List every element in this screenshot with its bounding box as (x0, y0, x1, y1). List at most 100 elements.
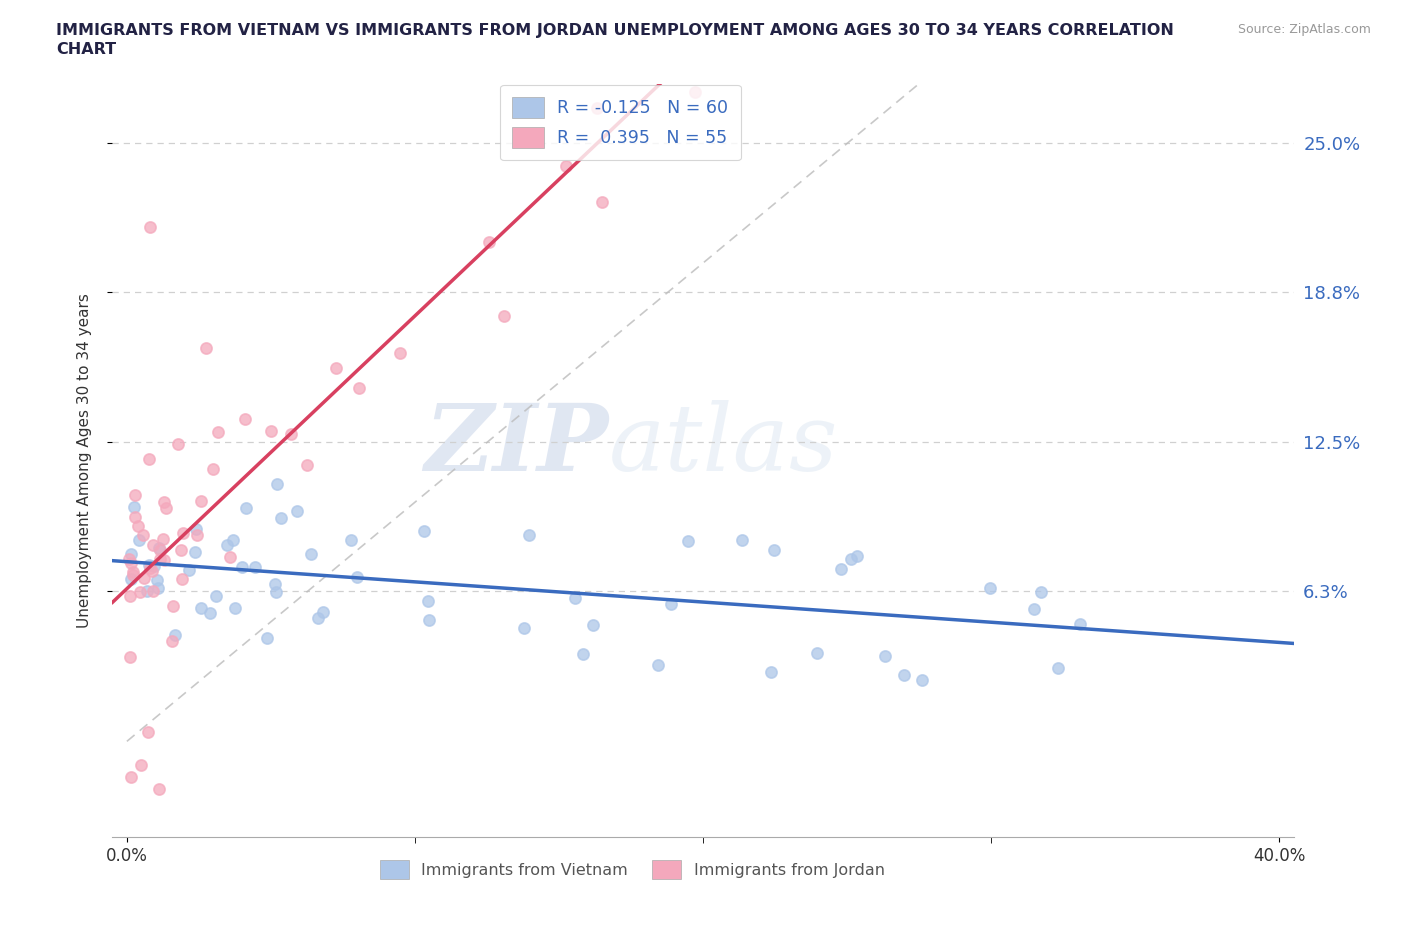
Point (911, 672, 934, 687)
Point (138, 452, 160, 467)
Point (190, 601, 212, 616)
Point (582, 618, 605, 632)
Point (138, 557, 160, 572)
Text: atlas: atlas (609, 400, 838, 490)
Point (136, 724, 159, 739)
Point (235, 411, 257, 426)
Point (148, 782, 170, 797)
Y-axis label: Unemployment Among Ages 30 to 34 years: Unemployment Among Ages 30 to 34 years (77, 293, 91, 628)
Point (873, 649, 896, 664)
Point (160, 633, 183, 648)
Text: IMMIGRANTS FROM VIETNAM VS IMMIGRANTS FROM JORDAN UNEMPLOYMENT AMONG AGES 30 TO : IMMIGRANTS FROM VIETNAM VS IMMIGRANTS FR… (56, 23, 1174, 38)
Point (145, 573, 167, 588)
Point (346, 569, 368, 584)
Point (118, 551, 141, 566)
Point (1029, 585, 1052, 600)
Point (163, 627, 186, 642)
Point (148, 551, 170, 566)
Point (179, 562, 201, 577)
Point (148, 580, 170, 595)
Point (413, 524, 436, 538)
Point (201, 461, 224, 476)
Point (243, 559, 266, 574)
Point (389, 345, 412, 360)
Point (564, 591, 586, 605)
Point (121, 565, 143, 579)
Point (517, 528, 540, 543)
Point (492, 309, 515, 324)
Point (129, 758, 152, 773)
Point (194, 341, 217, 356)
Point (127, 519, 149, 534)
Point (167, 437, 190, 452)
Point (120, 589, 142, 604)
Point (162, 599, 184, 614)
Point (198, 606, 221, 621)
Point (120, 571, 142, 586)
Text: CHART: CHART (56, 42, 117, 57)
Point (418, 594, 440, 609)
Point (759, 665, 782, 680)
Point (731, 533, 754, 548)
Point (270, 511, 292, 525)
Point (149, 542, 172, 557)
Point (845, 549, 868, 564)
Point (129, 585, 152, 600)
Point (256, 631, 278, 645)
Point (591, 194, 613, 209)
Point (287, 504, 309, 519)
Point (555, 159, 578, 174)
Point (120, 555, 142, 570)
Text: Source: ZipAtlas.com: Source: ZipAtlas.com (1237, 23, 1371, 36)
Point (128, 532, 150, 547)
Point (683, 85, 706, 100)
Point (122, 499, 145, 514)
Point (155, 500, 177, 515)
Point (172, 525, 194, 540)
Point (222, 533, 245, 548)
Point (143, 558, 166, 573)
Point (139, 561, 162, 576)
Point (153, 495, 176, 510)
Point (312, 605, 335, 620)
Point (979, 581, 1001, 596)
Point (260, 424, 283, 439)
Point (170, 542, 193, 557)
Point (184, 544, 207, 559)
Point (299, 547, 322, 562)
Point (132, 527, 155, 542)
Point (124, 510, 146, 525)
Point (218, 550, 240, 565)
Point (235, 501, 257, 516)
Point (118, 650, 141, 665)
Point (347, 380, 370, 395)
Point (186, 527, 208, 542)
Point (325, 361, 347, 376)
Point (207, 424, 229, 439)
Legend: Immigrants from Vietnam, Immigrants from Jordan: Immigrants from Vietnam, Immigrants from… (374, 853, 891, 885)
Point (135, 583, 157, 598)
Text: ZIP: ZIP (425, 400, 609, 490)
Point (893, 667, 915, 682)
Point (139, 219, 162, 234)
Point (153, 552, 176, 567)
Point (478, 234, 501, 249)
Point (762, 543, 785, 558)
Point (142, 584, 165, 599)
Point (647, 658, 669, 672)
Point (186, 522, 208, 537)
Point (418, 613, 440, 628)
Point (340, 532, 363, 547)
Point (830, 562, 852, 577)
Point (231, 559, 253, 574)
Point (217, 538, 239, 552)
Point (1069, 617, 1091, 631)
Point (572, 647, 595, 662)
Point (512, 620, 534, 635)
Point (713, 55, 735, 70)
Point (205, 589, 228, 604)
Point (148, 540, 170, 555)
Point (132, 570, 155, 585)
Point (142, 538, 165, 552)
Point (264, 577, 287, 591)
